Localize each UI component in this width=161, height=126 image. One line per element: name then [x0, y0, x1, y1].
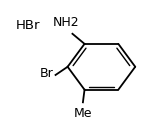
Text: NH2: NH2 [53, 16, 79, 29]
Text: HBr: HBr [16, 19, 41, 32]
Text: Me: Me [74, 107, 92, 120]
Text: Br: Br [40, 67, 54, 80]
